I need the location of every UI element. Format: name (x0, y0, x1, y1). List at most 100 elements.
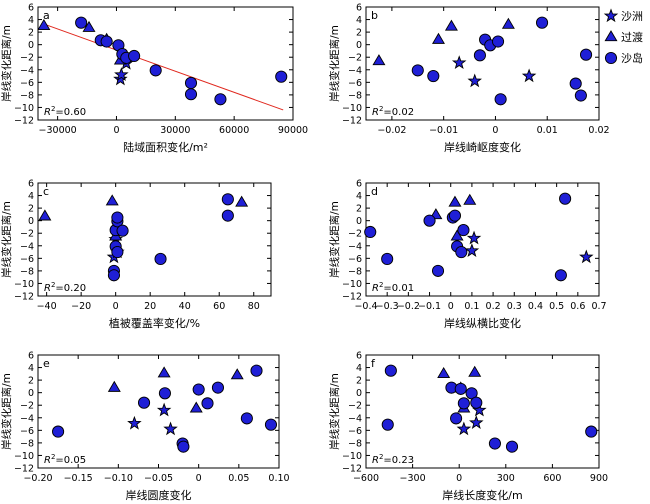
y-tick-label: −10 (342, 279, 362, 290)
x-tick-label: 60 (213, 301, 225, 312)
x-axis-label: 陆域面积变化/m² (123, 140, 208, 154)
data-point-triangle (189, 401, 203, 413)
data-point-circle (107, 269, 120, 282)
x-tick-label: 0 (492, 125, 498, 136)
y-tick-label: 2 (28, 204, 34, 215)
y-tick-label: −8 (20, 438, 34, 449)
data-point-circle (505, 440, 519, 453)
x-tick-label: 0 (113, 301, 119, 312)
y-tick-label: −2 (20, 401, 34, 412)
data-point-circle (580, 48, 593, 61)
x-tick-label: 20 (144, 301, 156, 312)
x-tick-label: 30000 (160, 125, 190, 136)
data-point-star (156, 402, 172, 417)
data-point-circle (184, 88, 198, 101)
chart-panel-c: −40 −20 0 20 40 60 80−12−10−8−6−4−20246cR2=0.2… (0, 179, 272, 330)
x-tick-label: −0.10 (104, 473, 133, 484)
y-axis-label: 岸线变化距离/m (328, 373, 341, 450)
data-point-circle (154, 252, 167, 266)
data-point-circle (535, 16, 549, 29)
data-point-triangle (450, 229, 464, 241)
chart-panel-f: −600 −300 0 300 600 900−12−10−8−6−4−20246fR2=… (328, 351, 608, 503)
x-tick-label: 600 (543, 473, 561, 484)
plot-frame (37, 6, 294, 121)
y-tick-label: 6 (28, 351, 34, 362)
y-tick-label: −12 (342, 464, 362, 475)
data-point-star (163, 421, 178, 436)
y-tick-label: −2 (20, 53, 34, 64)
legend-item: 沙岛 (604, 51, 643, 65)
data-point-triangle (37, 18, 51, 31)
y-tick-label: 6 (356, 351, 362, 362)
x-tick-label: 0.10 (268, 473, 289, 484)
data-point-star (114, 67, 129, 81)
data-point-triangle (38, 209, 52, 221)
panel-letter: d (371, 185, 378, 198)
data-point-star (579, 249, 594, 264)
x-tick-label: 0 (113, 125, 119, 136)
y-axis-label: 岸线变化距离/m (328, 201, 341, 278)
x-tick-label: 0.5 (549, 301, 564, 312)
plot-frame (37, 354, 280, 469)
y-tick-label: −4 (348, 65, 362, 76)
y-tick-label: 0 (356, 388, 362, 399)
x-tick-label: 900 (590, 473, 608, 484)
data-point-circle (554, 269, 567, 282)
r-squared-label: R2=0.02 (372, 105, 414, 118)
y-tick-label: −8 (348, 266, 362, 277)
x-tick-label: −0.1 (418, 301, 441, 312)
data-point-star (456, 421, 472, 436)
x-tick-label: −0.3 (376, 301, 399, 312)
x-tick-label: −30000 (39, 125, 77, 136)
data-point-circle (491, 35, 505, 48)
r-squared-label: R2=0.23 (372, 453, 414, 466)
chart-panel-a: −30000 0 30000 60000 90000−12−10−8−6−4−20246… (0, 3, 308, 155)
y-axis-label: 岸线变化距离/m (0, 25, 13, 102)
data-point-star (467, 73, 482, 88)
x-tick-label: 40 (179, 301, 191, 312)
data-point-triangle (437, 366, 451, 379)
y-tick-label: −12 (342, 116, 362, 127)
data-point-circle (585, 425, 598, 438)
data-point-circle (423, 214, 436, 227)
y-tick-label: 0 (356, 216, 362, 227)
data-point-circle (384, 364, 397, 377)
y-tick-label: −6 (348, 78, 362, 89)
data-point-circle (211, 381, 224, 394)
y-tick-label: −8 (20, 90, 34, 101)
data-point-star (451, 55, 467, 70)
y-tick-label: 0 (28, 40, 34, 51)
data-point-triangle (230, 368, 244, 380)
data-point-triangle (82, 20, 96, 32)
data-point-circle (381, 252, 394, 266)
data-point-circle (221, 209, 234, 222)
data-point-circle (52, 425, 65, 438)
y-tick-label: 2 (356, 204, 362, 215)
y-tick-label: −10 (14, 103, 34, 114)
data-point-circle (473, 49, 486, 62)
data-point-circle (431, 264, 445, 277)
data-point-circle (177, 440, 190, 453)
y-tick-label: −8 (348, 438, 362, 449)
y-tick-label: −4 (20, 413, 34, 424)
data-point-circle (158, 387, 171, 400)
panel-letter: c (43, 185, 49, 198)
legend-marker-circle (604, 51, 618, 65)
x-tick-label: −0.2 (397, 301, 420, 312)
panel-letter: a (43, 9, 50, 22)
y-tick-label: −6 (20, 426, 34, 437)
y-tick-label: 6 (356, 3, 362, 14)
y-tick-label: −12 (14, 464, 34, 475)
data-point-circle (100, 35, 113, 48)
data-point-circle (214, 93, 227, 106)
y-tick-label: −6 (348, 254, 362, 265)
y-tick-label: 2 (356, 376, 362, 387)
y-tick-label: −10 (342, 451, 362, 462)
data-point-circle (448, 209, 462, 222)
x-tick-label: 0.6 (570, 301, 585, 312)
y-axis-label: 岸线变化距离/m (328, 25, 341, 102)
y-tick-label: 0 (28, 388, 34, 399)
y-tick-label: 6 (28, 179, 34, 190)
y-tick-label: −10 (342, 103, 362, 114)
